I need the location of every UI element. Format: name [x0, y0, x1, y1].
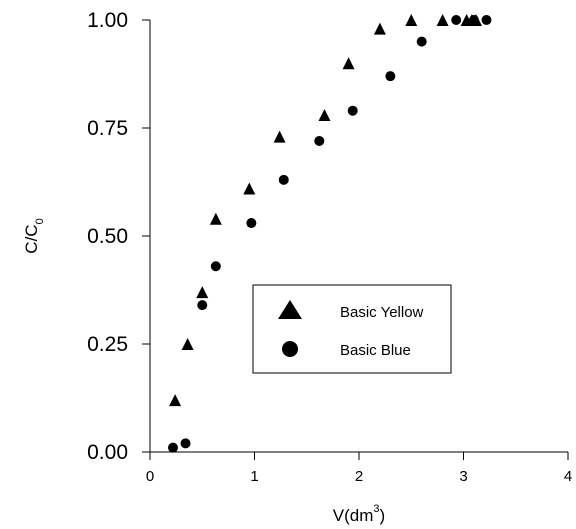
- y-tick-label: 0.75: [87, 117, 128, 140]
- data-point-basic-yellow: [209, 212, 222, 225]
- x-tick-label: 0: [146, 468, 154, 485]
- data-point-basic-blue: [197, 300, 208, 311]
- data-point-basic-blue: [385, 71, 396, 82]
- legend-label-basic-yellow: Basic Yellow: [340, 304, 424, 321]
- data-point-basic-yellow: [373, 22, 386, 35]
- x-tick-label: 1: [250, 468, 258, 485]
- data-marks: [167, 14, 492, 453]
- y-tick-label: 0.50: [87, 225, 128, 248]
- data-point-basic-yellow: [318, 109, 331, 122]
- y-axis-label: C/C0: [22, 218, 46, 253]
- legend-label-basic-blue: Basic Blue: [340, 342, 411, 359]
- data-point-basic-yellow: [405, 14, 418, 26]
- data-point-basic-blue: [481, 15, 492, 25]
- data-point-basic-blue: [347, 105, 358, 116]
- data-point-basic-blue: [180, 438, 191, 449]
- data-point-basic-blue: [314, 135, 325, 146]
- data-point-basic-blue: [246, 218, 257, 229]
- data-point-basic-blue: [167, 442, 178, 453]
- data-point-basic-blue: [451, 15, 462, 25]
- data-point-basic-blue: [210, 261, 221, 272]
- legend-box: [252, 284, 452, 374]
- legend-circle-marker: [282, 341, 298, 357]
- data-point-basic-yellow: [169, 394, 182, 407]
- ticks: 0.00 0.25 0.50 0.75 1.00 0 1 2 3 4: [87, 9, 572, 485]
- x-tick-label: 3: [459, 468, 467, 485]
- x-axis-label: V(dm3): [333, 503, 385, 525]
- y-tick-label: 0.00: [87, 441, 128, 464]
- data-point-basic-blue: [416, 36, 427, 47]
- x-tick-label: 4: [564, 468, 572, 485]
- data-point-basic-blue: [468, 15, 479, 25]
- legend-triangle-marker: [278, 300, 302, 319]
- data-point-basic-yellow: [243, 182, 256, 195]
- legend: Basic Yellow Basic Blue: [252, 284, 452, 374]
- data-point-basic-yellow: [196, 286, 209, 299]
- data-point-basic-blue: [278, 174, 289, 185]
- data-point-basic-yellow: [273, 130, 286, 143]
- y-tick-label: 1.00: [87, 9, 128, 32]
- axes: [149, 20, 568, 453]
- x-tick-label: 2: [355, 468, 363, 485]
- data-point-basic-yellow: [436, 14, 449, 26]
- data-point-basic-yellow: [181, 338, 194, 350]
- y-tick-label: 0.25: [87, 333, 128, 356]
- data-point-basic-yellow: [342, 57, 355, 70]
